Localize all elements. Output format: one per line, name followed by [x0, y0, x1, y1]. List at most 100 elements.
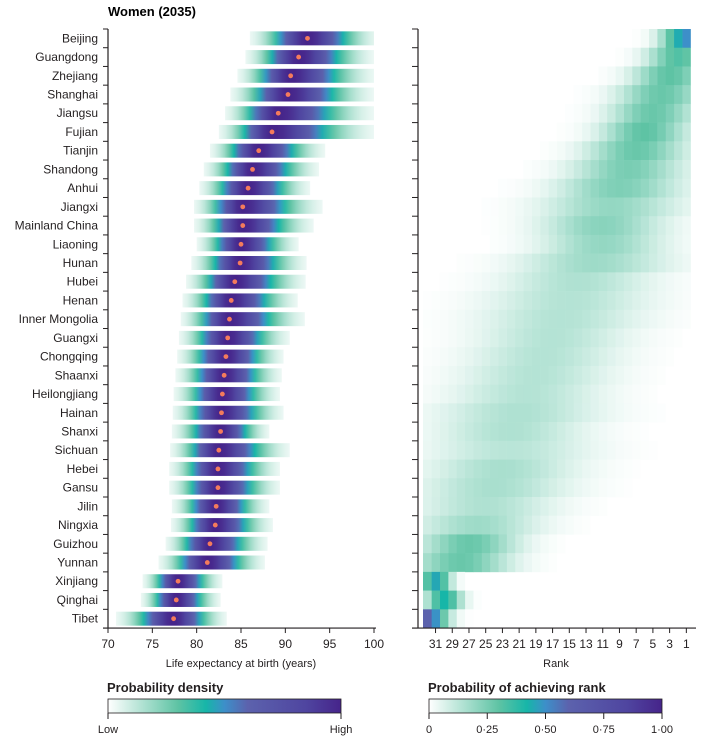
x-tick-label: 100 — [364, 637, 384, 651]
rank-cell — [632, 85, 641, 105]
region-label: Heilongjiang — [32, 387, 98, 401]
rank-cell — [657, 403, 666, 423]
rank-cell — [606, 272, 616, 292]
region-label: Fujian — [65, 125, 98, 139]
rank-cell — [489, 197, 499, 217]
rank-cell — [540, 497, 549, 517]
rank-cell — [590, 497, 599, 517]
rank-cell — [573, 347, 583, 367]
rank-colorbar-tick-label: 0·50 — [534, 724, 556, 736]
rank-x-tick-label: 23 — [496, 637, 510, 651]
rank-cell — [573, 328, 583, 348]
rank-cell — [598, 122, 608, 142]
rank-cell — [531, 178, 541, 198]
rank-legend-title: Probability of achieving rank — [428, 680, 606, 695]
rank-cell — [673, 103, 683, 123]
rank-cell — [431, 553, 441, 573]
rank-cell — [682, 253, 691, 273]
rank-cell — [590, 365, 599, 385]
rank-cell — [590, 197, 599, 217]
density-band — [175, 368, 282, 383]
rank-cell — [423, 497, 432, 517]
rank-cell — [573, 440, 583, 460]
rank-cell — [523, 365, 532, 385]
rank-cell — [456, 272, 466, 292]
region-labels: Beijing Guangdong Zhejiang Shanghai Jiangsu F… — [15, 31, 99, 625]
rank-cell — [456, 365, 466, 385]
rank-cell — [439, 609, 449, 629]
rank-cell — [523, 384, 532, 404]
rank-cell — [648, 403, 658, 423]
rank-cell — [548, 422, 558, 442]
rank-cell — [623, 216, 633, 236]
rank-cell — [615, 141, 624, 161]
rank-cell — [523, 347, 532, 367]
rank-cell — [489, 403, 499, 423]
region-label: Yunnan — [57, 556, 98, 570]
rank-cell — [548, 272, 558, 292]
rank-cell — [473, 365, 482, 385]
rank-cell — [648, 347, 658, 367]
rank-cell — [648, 197, 658, 217]
rank-cell — [682, 85, 691, 105]
rank-cell — [481, 384, 491, 404]
rank-cell — [623, 253, 633, 273]
rank-cell — [632, 272, 641, 292]
rank-cell — [506, 497, 516, 517]
rank-cell — [531, 384, 541, 404]
rank-cell — [598, 141, 608, 161]
rank-cell — [439, 534, 449, 554]
rank-cell — [448, 328, 457, 348]
rank-cell — [548, 478, 558, 498]
rank-cell — [581, 197, 591, 217]
rank-cell — [439, 440, 449, 460]
rank-cell — [606, 197, 616, 217]
rank-cell — [531, 253, 541, 273]
rank-cell — [623, 47, 633, 67]
median-point — [296, 54, 302, 60]
rank-cell — [540, 253, 549, 273]
rank-cell — [590, 347, 599, 367]
rank-legend: Probability of achieving rank 0 0·25 0·50 0… — [426, 680, 673, 736]
density-band — [158, 555, 265, 570]
rank-cell — [648, 440, 658, 460]
rank-cell — [506, 384, 516, 404]
rank-cell — [657, 291, 666, 311]
rank-cell — [548, 234, 558, 254]
rank-cell — [657, 272, 666, 292]
rank-cell — [456, 497, 466, 517]
rank-cell — [598, 478, 608, 498]
rank-cell — [648, 29, 658, 49]
rank-cell — [464, 553, 474, 573]
rank-cell — [431, 291, 441, 311]
rank-cell — [565, 403, 574, 423]
rank-cell — [423, 609, 432, 629]
rank-cell — [531, 291, 541, 311]
rank-cell — [456, 590, 466, 610]
rank-cell — [540, 515, 549, 535]
rank-cell — [606, 291, 616, 311]
rank-cell — [481, 253, 491, 273]
rank-cell — [540, 534, 549, 554]
rank-cell — [514, 497, 524, 517]
rank-cell — [514, 459, 524, 479]
median-point — [288, 73, 294, 79]
rank-cell — [632, 347, 641, 367]
rank-cell — [498, 422, 507, 442]
rank-cell — [665, 234, 675, 254]
rank-cell — [623, 328, 633, 348]
rank-cell — [598, 253, 608, 273]
rank-cell — [423, 590, 432, 610]
rank-cell — [590, 85, 599, 105]
rank-cell — [489, 291, 499, 311]
median-point — [232, 279, 238, 285]
rank-cell — [657, 234, 666, 254]
rank-cell — [456, 347, 466, 367]
median-point — [204, 560, 210, 565]
rank-cell — [548, 216, 558, 236]
rank-cell — [648, 122, 658, 142]
rank-cell — [448, 403, 457, 423]
rank-cell — [581, 253, 591, 273]
rank-cell — [606, 309, 616, 329]
rank-cell — [598, 459, 608, 479]
